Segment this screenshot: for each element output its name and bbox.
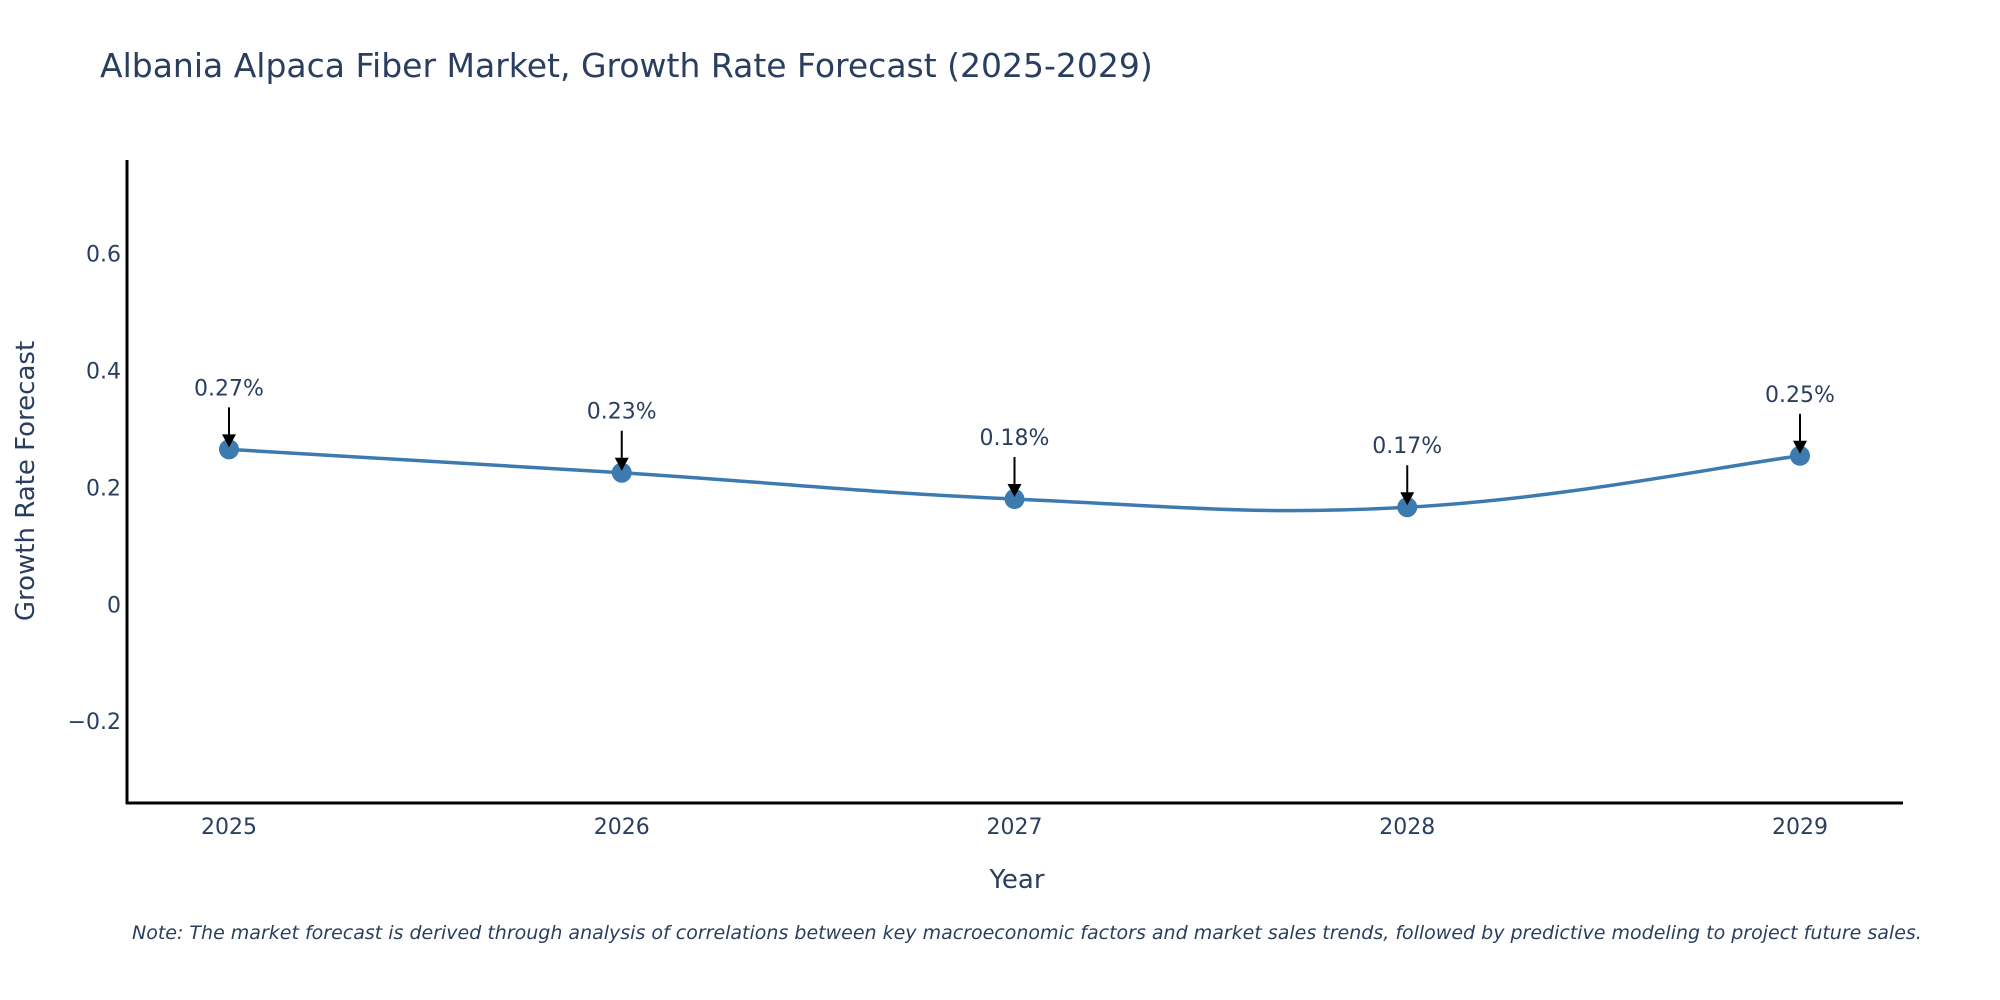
annotation-arrow-head — [1793, 440, 1807, 454]
data-point — [1397, 497, 1418, 518]
data-point — [1004, 489, 1025, 510]
x-axis-title: Year — [988, 865, 1044, 895]
y-tick-label: 0 — [107, 593, 121, 618]
data-label: 0.27% — [194, 376, 264, 401]
data-label: 0.23% — [587, 400, 657, 425]
annotation-arrow-head — [222, 434, 236, 448]
data-point — [611, 462, 632, 483]
annotation-arrow-head — [1400, 492, 1415, 506]
y-tick-label: 0.2 — [86, 476, 121, 501]
x-tick-label: 2026 — [594, 815, 650, 840]
y-tick-label: −0.2 — [68, 710, 121, 735]
x-tick-label: 2029 — [1772, 815, 1828, 840]
data-label: 0.17% — [1372, 434, 1442, 459]
data-label: 0.18% — [980, 426, 1050, 451]
y-tick-label: 0.4 — [86, 359, 121, 384]
x-tick-label: 2028 — [1379, 815, 1435, 840]
chart-note: Note: The market forecast is derived thr… — [132, 922, 1922, 944]
data-point — [1790, 445, 1810, 466]
x-tick-label: 2027 — [987, 815, 1043, 840]
x-tick-label: 2025 — [201, 815, 257, 840]
data-label: 0.25% — [1765, 383, 1835, 408]
y-axis-title: Growth Rate Forecast — [11, 341, 41, 621]
y-tick-label: 0.6 — [86, 243, 121, 268]
annotation-arrow-head — [1007, 484, 1022, 498]
chart-title: Albania Alpaca Fiber Market, Growth Rate… — [100, 46, 1153, 85]
annotation-arrow-head — [614, 457, 629, 471]
data-point — [219, 439, 239, 460]
